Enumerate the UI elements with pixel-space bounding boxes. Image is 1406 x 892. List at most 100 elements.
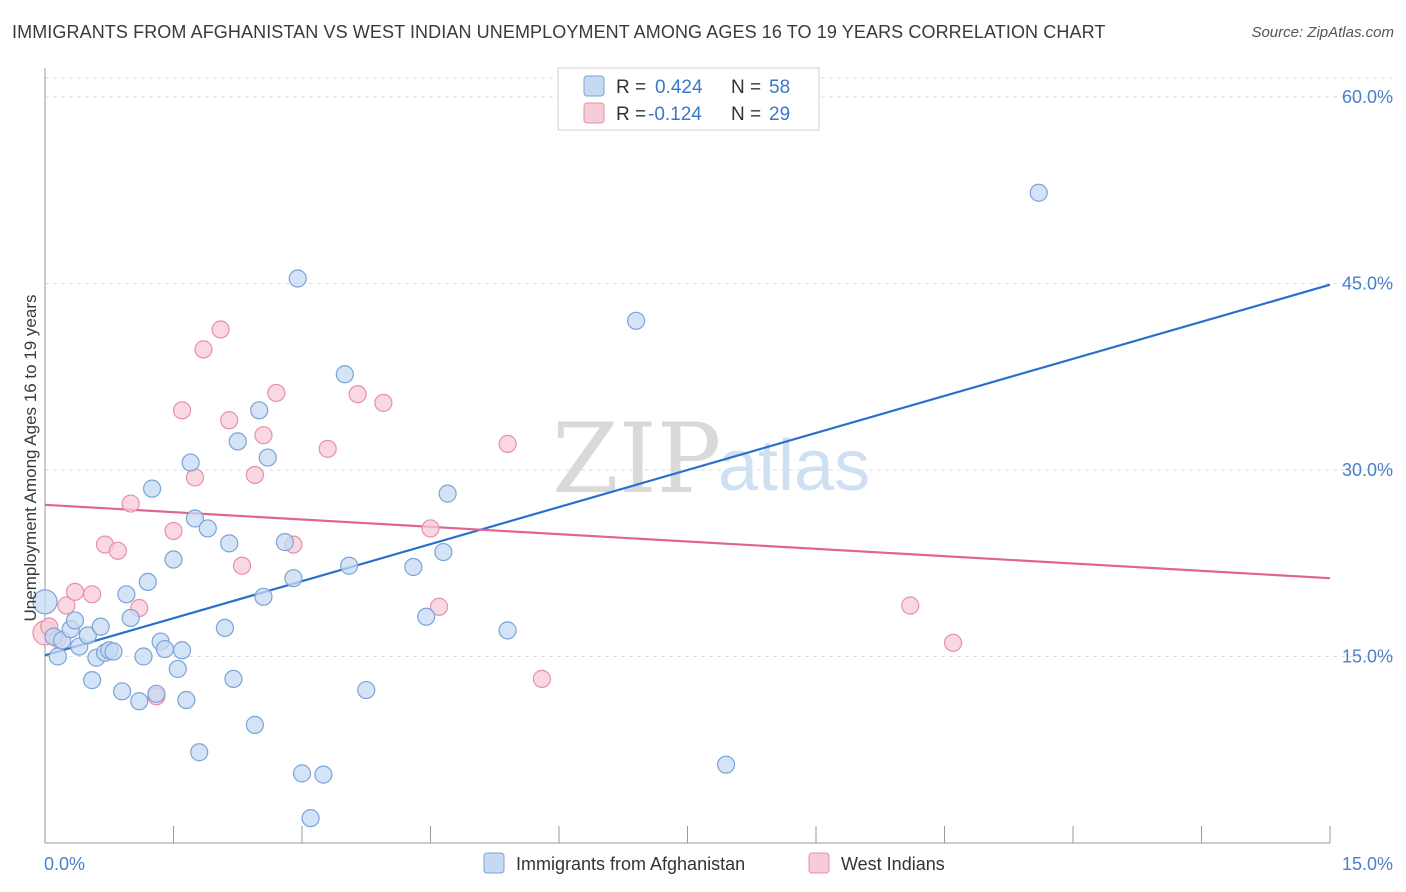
west-indians-point-29 xyxy=(901,596,920,615)
afghanistan-point-18 xyxy=(134,647,153,666)
afghanistan-point-47 xyxy=(340,556,359,575)
west-indians-point-12 xyxy=(172,401,192,420)
afghanistan-point-28 xyxy=(181,453,200,472)
west-indians-point-26 xyxy=(429,597,449,616)
afghanistan-point-20 xyxy=(142,479,162,498)
west-indians-point-17 xyxy=(232,556,252,575)
watermark-zip: ZIP xyxy=(552,403,721,515)
y-tick-label-0: 15.0% xyxy=(1342,647,1393,667)
afghanistan-point-0 xyxy=(32,589,58,615)
west-indians-point-22 xyxy=(318,439,337,458)
afghanistan-point-32 xyxy=(215,618,234,638)
west-indians-point-13 xyxy=(185,468,205,487)
afghanistan-point-42 xyxy=(288,269,307,288)
afghanistan-point-46 xyxy=(335,365,354,384)
legend-n-label-2: N = xyxy=(731,104,761,125)
legend-n-value-1: 58 xyxy=(769,77,790,98)
west-indians-point-8 xyxy=(121,494,140,513)
west-indians-point-16 xyxy=(220,411,239,430)
west-indians-point-5 xyxy=(83,585,102,604)
legend-swatch-pink xyxy=(583,102,605,124)
y-tick-labels: 15.0% 30.0% 45.0% 60.0% xyxy=(1342,87,1393,667)
legend-r-label-1: R = xyxy=(616,77,646,98)
afghanistan-point-44 xyxy=(301,809,320,828)
afghanistan-point-15 xyxy=(117,585,136,604)
y-tick-label-1: 30.0% xyxy=(1342,460,1393,480)
west-indians-point-15 xyxy=(211,320,230,339)
afghanistan-point-48 xyxy=(357,680,376,700)
axes xyxy=(44,68,1331,844)
west-indians-point-25 xyxy=(421,519,440,538)
afghanistan-point-43 xyxy=(292,764,312,783)
west-indians-point-23 xyxy=(348,385,367,404)
west-indians-point-30 xyxy=(943,633,963,652)
y-tick-label-2: 45.0% xyxy=(1342,274,1393,294)
west-indians-point-4 xyxy=(65,582,85,601)
x-tick-label-1: 15.0% xyxy=(1342,854,1393,874)
west-indians-point-27 xyxy=(498,434,517,453)
afghanistan-point-34 xyxy=(224,669,243,688)
afghanistan-point-56 xyxy=(1029,183,1048,202)
west-indians-point-11 xyxy=(164,521,183,541)
bottom-legend-label-blue: Immigrants from Afghanistan xyxy=(516,854,745,874)
afghanistan-point-21 xyxy=(147,684,166,703)
chart-title: IMMIGRANTS FROM AFGHANISTAN VS WEST INDI… xyxy=(12,22,1106,42)
afghanistan-point-39 xyxy=(258,448,277,467)
afghanistan-point-52 xyxy=(438,484,457,503)
source-credit: Source: ZipAtlas.com xyxy=(1251,24,1394,41)
legend-n-label-1: N = xyxy=(731,77,761,98)
afghanistan-point-30 xyxy=(190,743,209,762)
x-tick-label-0: 0.0% xyxy=(44,854,85,874)
x-tick-labels: 0.0% 15.0% xyxy=(44,854,1393,874)
afghanistan-point-31 xyxy=(198,519,217,538)
legend-n-value-2: 29 xyxy=(769,104,790,125)
afghanistan-point-10 xyxy=(91,617,110,636)
afghanistan-point-17 xyxy=(130,692,149,711)
afghanistan-point-2 xyxy=(48,647,67,666)
west-indians-point-28 xyxy=(532,669,551,688)
afghanistan-points xyxy=(32,183,1048,828)
west-indians-point-20 xyxy=(267,383,286,403)
afghanistan-point-36 xyxy=(245,715,264,734)
afghanistan-point-27 xyxy=(177,690,196,710)
bottom-legend-swatch-pink xyxy=(808,852,830,874)
west-indians-point-3 xyxy=(57,596,76,615)
bottom-legend-swatch-blue xyxy=(483,852,505,874)
legend-r-value-2: -0.124 xyxy=(648,104,702,125)
afghanistan-point-16 xyxy=(121,608,140,628)
legend-swatch-blue xyxy=(583,75,605,97)
afghanistan-point-45 xyxy=(314,765,333,784)
afghanistan-point-41 xyxy=(284,569,303,588)
west-indians-point-14 xyxy=(194,340,213,359)
west-indians-point-24 xyxy=(374,393,393,412)
afghanistan-point-51 xyxy=(434,542,453,562)
afghanistan-point-7 xyxy=(78,626,97,645)
legend-r-label-2: R = xyxy=(616,104,646,125)
afghanistan-point-55 xyxy=(716,755,736,774)
afghanistan-point-29 xyxy=(185,509,205,528)
west-indians-point-7 xyxy=(108,541,127,560)
watermark-atlas: atlas xyxy=(718,426,870,506)
afghanistan-point-19 xyxy=(138,572,157,592)
afghanistan-point-49 xyxy=(404,557,423,577)
afghanistan-point-24 xyxy=(164,550,183,569)
trend-line-1 xyxy=(44,503,1331,580)
afghanistan-point-37 xyxy=(250,401,269,420)
afghanistan-point-50 xyxy=(417,607,436,626)
afghanistan-point-14 xyxy=(112,682,132,701)
afghanistan-point-26 xyxy=(172,641,192,660)
afghanistan-point-8 xyxy=(83,671,102,690)
afghanistan-point-33 xyxy=(220,534,239,553)
afghanistan-point-38 xyxy=(254,587,273,606)
afghanistan-point-23 xyxy=(155,639,175,659)
west-indians-point-19 xyxy=(254,426,273,445)
legend-r-value-1: 0.424 xyxy=(655,77,703,98)
afghanistan-point-54 xyxy=(626,311,646,330)
series-legend: Immigrants from Afghanistan West Indians xyxy=(483,852,945,874)
y-tick-label-3: 60.0% xyxy=(1342,87,1393,107)
west-indians-point-18 xyxy=(245,465,264,485)
afghanistan-point-25 xyxy=(168,659,187,679)
y-axis-title: Unemployment Among Ages 16 to 19 years xyxy=(21,295,40,622)
afghanistan-point-53 xyxy=(498,621,517,640)
